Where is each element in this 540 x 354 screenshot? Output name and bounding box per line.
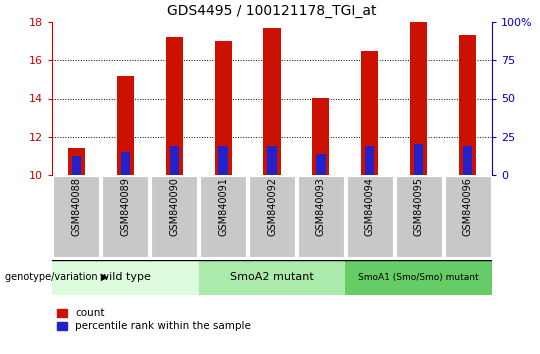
FancyBboxPatch shape bbox=[53, 176, 99, 257]
Bar bbox=[361, 51, 379, 175]
Bar bbox=[316, 154, 326, 175]
FancyBboxPatch shape bbox=[346, 260, 492, 295]
Bar bbox=[365, 146, 374, 175]
Text: GSM840088: GSM840088 bbox=[71, 177, 82, 236]
Legend: count, percentile rank within the sample: count, percentile rank within the sample bbox=[57, 308, 251, 331]
Bar bbox=[117, 75, 134, 175]
Text: GSM840093: GSM840093 bbox=[316, 177, 326, 236]
FancyBboxPatch shape bbox=[249, 176, 295, 257]
Title: GDS4495 / 100121178_TGI_at: GDS4495 / 100121178_TGI_at bbox=[167, 4, 377, 18]
FancyBboxPatch shape bbox=[52, 260, 199, 295]
Bar bbox=[120, 152, 130, 175]
Text: SmoA1 (Smo/Smo) mutant: SmoA1 (Smo/Smo) mutant bbox=[359, 273, 479, 282]
FancyBboxPatch shape bbox=[396, 176, 442, 257]
Text: GSM840095: GSM840095 bbox=[414, 177, 424, 236]
Bar bbox=[410, 22, 427, 175]
Text: genotype/variation ▶: genotype/variation ▶ bbox=[5, 273, 109, 282]
Bar bbox=[264, 28, 281, 175]
Bar bbox=[72, 156, 81, 175]
Bar bbox=[267, 146, 276, 175]
Bar bbox=[68, 148, 85, 175]
Text: wild type: wild type bbox=[100, 273, 151, 282]
FancyBboxPatch shape bbox=[200, 176, 246, 257]
Bar bbox=[214, 41, 232, 175]
Text: SmoA2 mutant: SmoA2 mutant bbox=[230, 273, 314, 282]
Text: GSM840094: GSM840094 bbox=[365, 177, 375, 236]
FancyBboxPatch shape bbox=[444, 176, 490, 257]
FancyBboxPatch shape bbox=[199, 260, 346, 295]
Bar bbox=[414, 144, 423, 175]
Text: GSM840091: GSM840091 bbox=[218, 177, 228, 236]
Bar bbox=[312, 98, 329, 175]
Text: GSM840096: GSM840096 bbox=[463, 177, 472, 236]
FancyBboxPatch shape bbox=[298, 176, 344, 257]
Bar bbox=[459, 35, 476, 175]
Bar bbox=[166, 37, 183, 175]
Text: GSM840090: GSM840090 bbox=[169, 177, 179, 236]
Bar bbox=[218, 146, 228, 175]
FancyBboxPatch shape bbox=[151, 176, 197, 257]
Bar bbox=[170, 146, 179, 175]
Bar bbox=[463, 146, 472, 175]
Text: GSM840089: GSM840089 bbox=[120, 177, 130, 236]
FancyBboxPatch shape bbox=[347, 176, 393, 257]
FancyBboxPatch shape bbox=[103, 176, 148, 257]
Text: GSM840092: GSM840092 bbox=[267, 177, 277, 236]
